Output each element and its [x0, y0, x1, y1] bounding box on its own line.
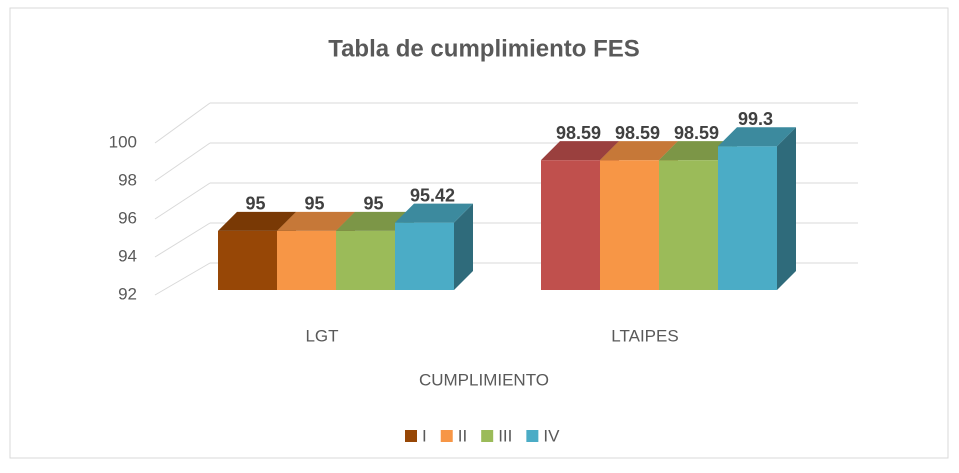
legend-label: I	[422, 426, 427, 445]
bar-top	[718, 127, 796, 147]
bar	[395, 222, 454, 290]
bar-top	[541, 141, 619, 161]
y-tick-label: 98	[118, 170, 137, 189]
y-tick-label: 92	[118, 284, 137, 303]
bar-top	[659, 141, 737, 161]
y-tick-label: 96	[118, 208, 137, 227]
legend-swatch	[481, 430, 494, 442]
data-label: 98.59	[674, 123, 719, 143]
chart-title: Tabla de cumplimiento FES	[328, 35, 640, 62]
bar	[600, 160, 659, 290]
bar	[336, 230, 395, 290]
bar-top	[277, 211, 355, 231]
bar-top	[336, 211, 414, 231]
data-label: 95	[363, 194, 383, 214]
legend-label: IV	[543, 426, 560, 445]
data-label: 95	[245, 194, 265, 214]
bar-top	[218, 211, 296, 231]
bar-top	[600, 141, 678, 161]
bar	[659, 160, 718, 290]
bar-side	[777, 127, 796, 290]
data-label: 95.42	[410, 185, 455, 205]
bar-side	[454, 203, 473, 290]
bar	[718, 146, 777, 290]
x-tick-label: LGT	[305, 326, 338, 345]
legend-label: II	[458, 426, 467, 445]
x-tick-label: LTAIPES	[611, 326, 678, 345]
bar	[541, 160, 600, 290]
y-tick-label: 94	[118, 246, 137, 265]
data-label: 99.3	[738, 109, 773, 129]
x-axis-title: CUMPLIMIENTO	[419, 370, 549, 389]
grid-line-side	[154, 142, 211, 182]
bar	[218, 230, 277, 290]
legend-swatch	[526, 430, 539, 442]
legend-swatch	[440, 430, 453, 442]
chart-frame	[9, 7, 949, 459]
data-label: 95	[304, 194, 324, 214]
legend-swatch	[405, 430, 417, 442]
grid-line-side	[154, 182, 211, 220]
bar-top	[395, 203, 473, 223]
y-tick-label: 100	[109, 132, 137, 151]
grid-line-side	[154, 262, 211, 296]
legend-label: III	[498, 426, 512, 445]
data-label: 98.59	[556, 123, 601, 143]
grid-line-side	[154, 102, 211, 144]
bar	[277, 230, 336, 290]
data-label: 98.59	[615, 123, 660, 143]
grid-line-side	[154, 222, 211, 258]
